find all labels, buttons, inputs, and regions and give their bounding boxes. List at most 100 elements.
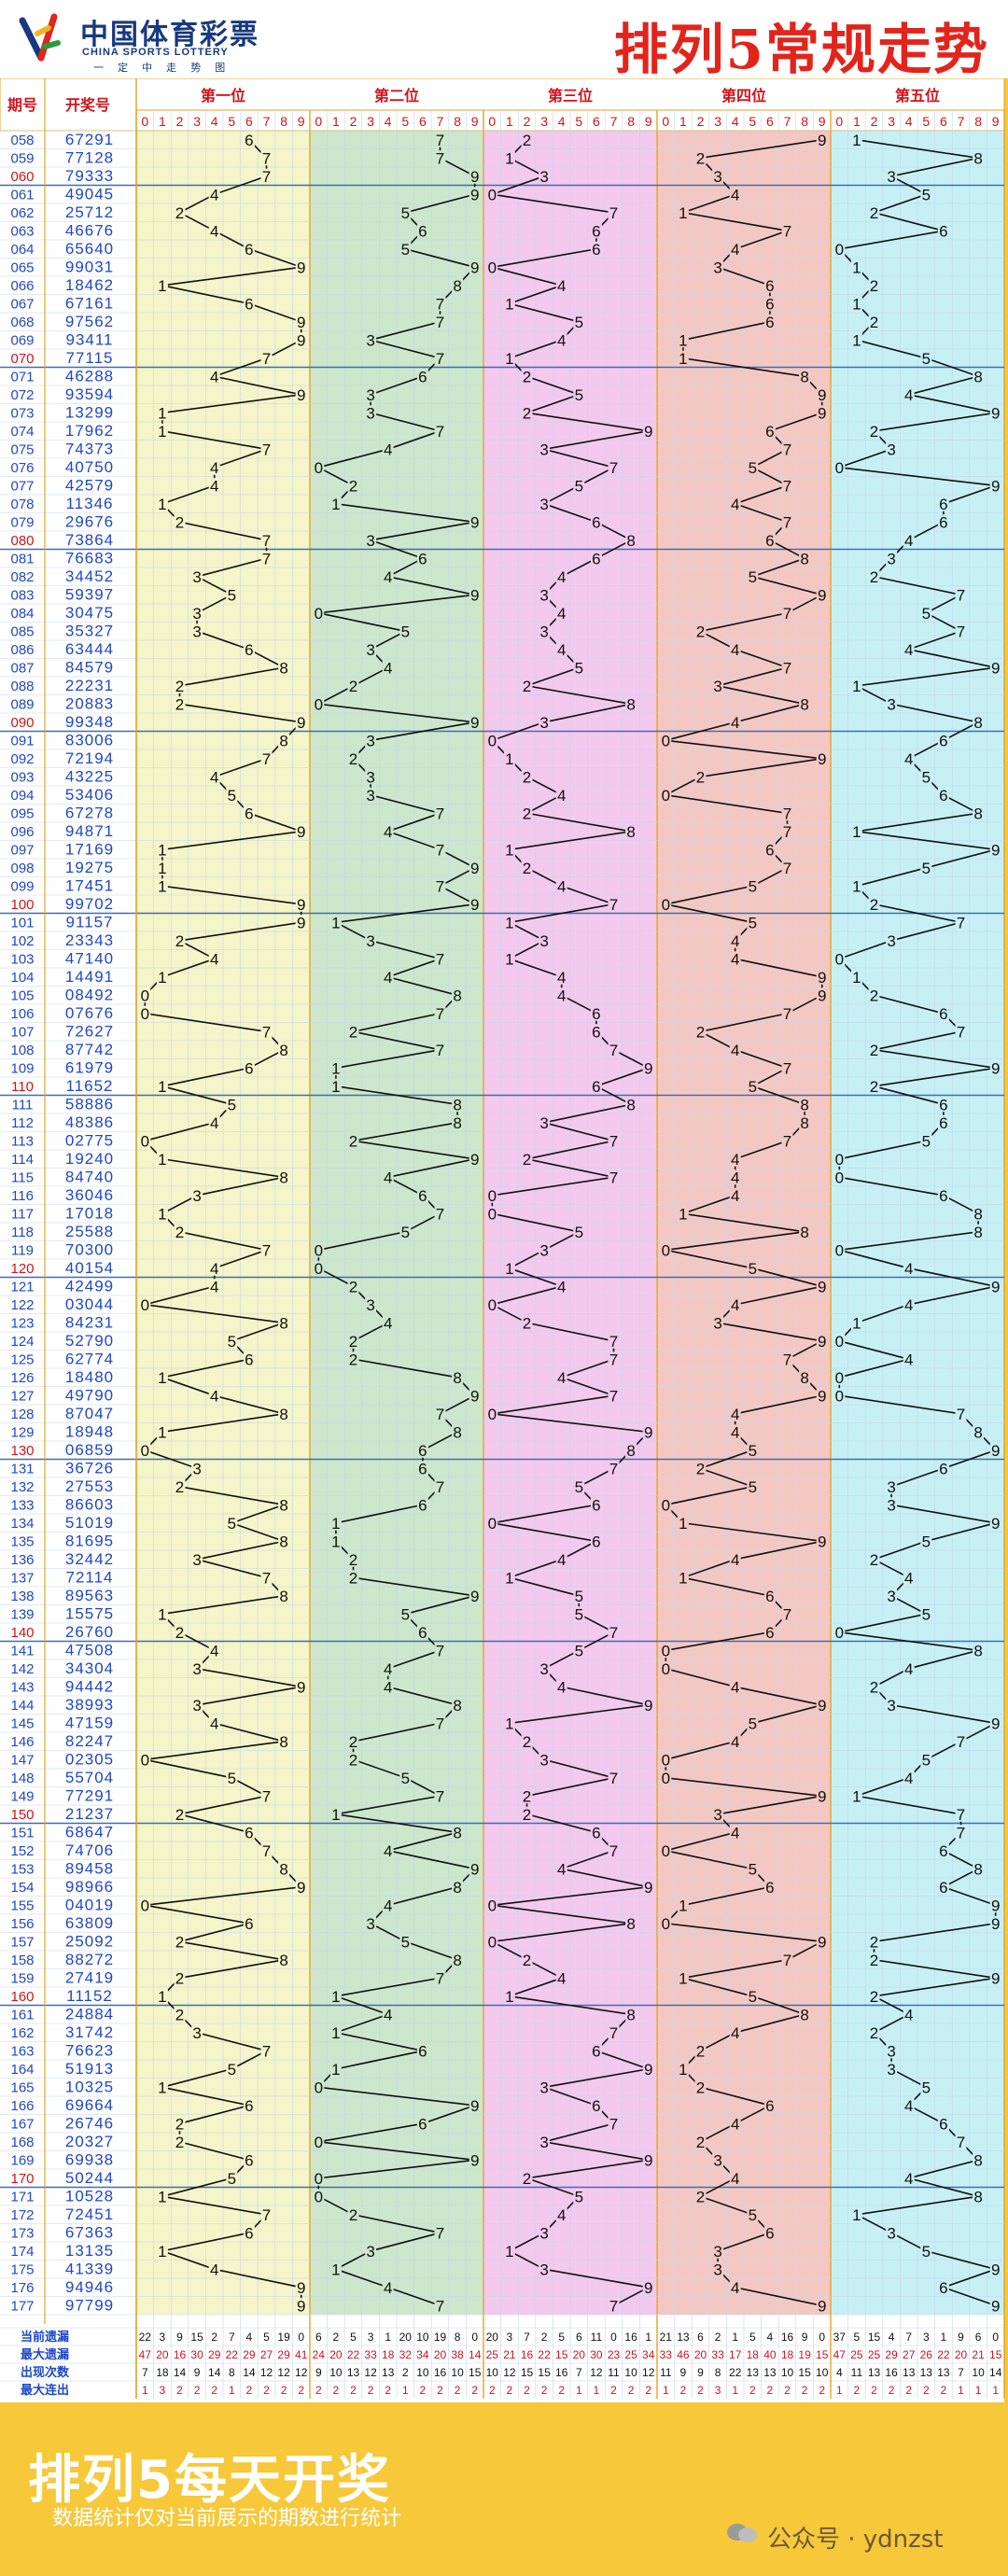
digit-mark-bg [452, 277, 464, 293]
digit-mark: 6 [418, 368, 427, 385]
digit-mark-bg [329, 915, 342, 931]
digit-mark-bg [434, 842, 446, 858]
issue-number: 077 [10, 479, 34, 495]
stat-value: 30 [190, 2348, 203, 2361]
digit-mark: 4 [904, 532, 913, 550]
logo-english-text: CHINA SPORTS LOTTERY [82, 47, 229, 58]
draw-number: 76683 [65, 550, 114, 567]
digit-mark: 7 [609, 1169, 618, 1186]
digit-mark: 7 [262, 1569, 271, 1587]
digit-mark: 6 [765, 532, 774, 550]
draw-number: 98966 [65, 1878, 114, 1896]
digit-mark-bg [174, 932, 186, 948]
digit-mark-bg [278, 1169, 290, 1185]
digit-mark-bg [399, 241, 412, 257]
digit-mark: 0 [141, 1897, 149, 1914]
digit-header: 6 [419, 114, 427, 129]
digit-mark: 8 [453, 1952, 461, 1969]
draw-number: 10325 [65, 2079, 114, 2096]
digit-mark: 4 [384, 659, 392, 677]
issue-number: 162 [10, 2025, 34, 2041]
digit-mark: 5 [922, 350, 931, 368]
digit-mark: 7 [957, 586, 965, 604]
stat-value: 22 [226, 2348, 239, 2361]
digit-mark-bg [382, 660, 394, 676]
stat-value: 6 [697, 2331, 704, 2344]
digit-mark: 8 [626, 695, 635, 713]
digit-mark: 9 [818, 1787, 826, 1805]
digit-mark: 7 [436, 841, 444, 859]
digit-mark: 8 [626, 1442, 635, 1460]
digit-mark: 9 [818, 386, 826, 404]
digit-mark-bg [260, 551, 273, 567]
digit-mark-bg [434, 1643, 446, 1659]
digit-mark-bg [226, 2061, 238, 2077]
digit-mark: 1 [505, 950, 513, 968]
digit-mark-bg [278, 1315, 290, 1331]
issue-number: 134 [10, 1516, 34, 1532]
digit-mark-bg [156, 1988, 168, 2004]
digit-mark-bg [260, 1024, 273, 1040]
digit-mark-bg [416, 551, 428, 567]
digit-mark: 9 [818, 1933, 826, 1951]
stat-value: 13 [868, 2366, 881, 2379]
stat-value: 14 [989, 2366, 1002, 2379]
digit-mark: 9 [818, 2297, 826, 2315]
digit-mark: 3 [192, 1187, 201, 1205]
draw-number: 89458 [65, 1860, 114, 1878]
digit-mark: 8 [453, 1824, 461, 1841]
digit-mark: 2 [523, 1314, 531, 1332]
digit-mark: 1 [158, 404, 166, 422]
digit-mark-bg [156, 842, 168, 858]
digit-mark: 9 [470, 2097, 479, 2115]
stat-value: 21 [972, 2348, 985, 2361]
digit-mark: 8 [973, 805, 982, 822]
issue-number: 066 [10, 278, 34, 294]
draw-number: 04019 [65, 1897, 114, 1914]
digit-mark: 4 [731, 1042, 739, 1059]
digit-mark: 9 [470, 1860, 479, 1878]
digit-mark: 9 [644, 2151, 652, 2169]
digit-mark: 5 [575, 659, 583, 677]
digit-mark: 7 [609, 459, 618, 477]
digit-mark-bg [469, 1861, 481, 1877]
issue-number: 122 [10, 1297, 34, 1313]
issue-number: 143 [10, 1680, 34, 1696]
digit-mark-bg [260, 1242, 273, 1258]
logo-chinese-text: 中国体育彩票 [80, 19, 259, 51]
digit-mark-bg [347, 1351, 359, 1367]
draw-number: 70300 [65, 1241, 114, 1259]
digit-mark: 6 [418, 550, 427, 567]
stat-value: 5 [350, 2331, 357, 2344]
digit-mark-bg [555, 969, 567, 985]
digit-mark: 4 [731, 1824, 739, 1841]
stat-value: 38 [451, 2348, 464, 2361]
wechat-icon [727, 2524, 757, 2542]
digit-mark: 1 [505, 1715, 513, 1732]
issue-number: 144 [10, 1698, 34, 1714]
draw-number: 84740 [65, 1169, 114, 1186]
stat-value: 25 [850, 2348, 863, 2361]
digit-mark: 3 [366, 331, 374, 349]
digit-mark: 6 [765, 1879, 774, 1897]
issue-number: 091 [10, 734, 34, 749]
digit-mark: 9 [297, 896, 305, 914]
digit-mark-bg [208, 459, 220, 475]
digit-mark-bg [590, 241, 602, 257]
digit-mark-bg [521, 805, 533, 821]
stat-value: 1 [402, 2384, 409, 2397]
stat-value: 22 [538, 2348, 551, 2361]
draw-number: 02305 [65, 1751, 114, 1769]
digit-header: 0 [835, 114, 843, 129]
digit-mark-bg [243, 1915, 255, 1931]
digit-mark: 0 [141, 1751, 149, 1769]
digit-mark: 2 [870, 314, 878, 331]
digit-mark-bg [521, 132, 533, 147]
draw-number: 76623 [65, 2042, 114, 2060]
digit-mark: 9 [818, 132, 826, 149]
digit-mark: 0 [488, 1897, 497, 1914]
stat-value: 29 [243, 2348, 256, 2361]
digit-mark: 9 [991, 1915, 1000, 1933]
digit-mark: 0 [835, 1369, 844, 1387]
digit-mark-bg [347, 750, 359, 766]
